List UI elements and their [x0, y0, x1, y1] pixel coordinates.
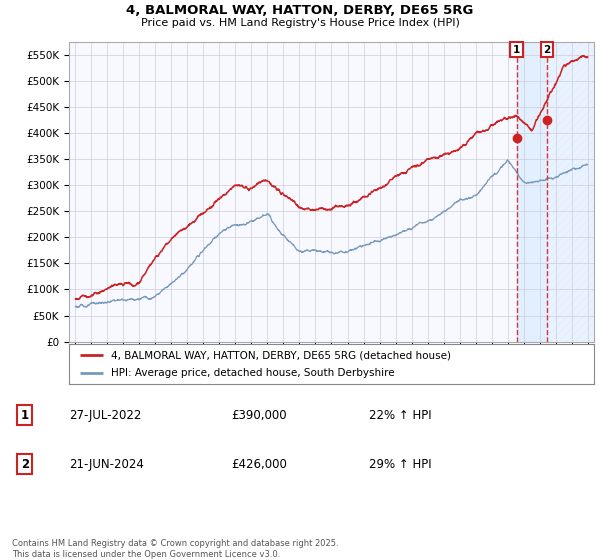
- Text: 2: 2: [544, 45, 551, 55]
- Text: 27-JUL-2022: 27-JUL-2022: [70, 409, 142, 422]
- Text: 2: 2: [20, 458, 29, 470]
- Text: 22% ↑ HPI: 22% ↑ HPI: [369, 409, 432, 422]
- Text: 21-JUN-2024: 21-JUN-2024: [70, 458, 145, 470]
- Text: £390,000: £390,000: [231, 409, 287, 422]
- Text: 4, BALMORAL WAY, HATTON, DERBY, DE65 5RG: 4, BALMORAL WAY, HATTON, DERBY, DE65 5RG: [127, 4, 473, 17]
- Text: 29% ↑ HPI: 29% ↑ HPI: [369, 458, 432, 470]
- Text: 1: 1: [513, 45, 520, 55]
- Bar: [517, 42, 547, 342]
- Text: Contains HM Land Registry data © Crown copyright and database right 2025.
This d: Contains HM Land Registry data © Crown c…: [12, 539, 338, 559]
- Bar: [547, 42, 594, 342]
- Text: Price paid vs. HM Land Registry's House Price Index (HPI): Price paid vs. HM Land Registry's House …: [140, 18, 460, 28]
- Text: 4, BALMORAL WAY, HATTON, DERBY, DE65 5RG (detached house): 4, BALMORAL WAY, HATTON, DERBY, DE65 5RG…: [111, 351, 451, 361]
- Text: 1: 1: [20, 409, 29, 422]
- Text: HPI: Average price, detached house, South Derbyshire: HPI: Average price, detached house, Sout…: [111, 367, 395, 377]
- Text: £426,000: £426,000: [231, 458, 287, 470]
